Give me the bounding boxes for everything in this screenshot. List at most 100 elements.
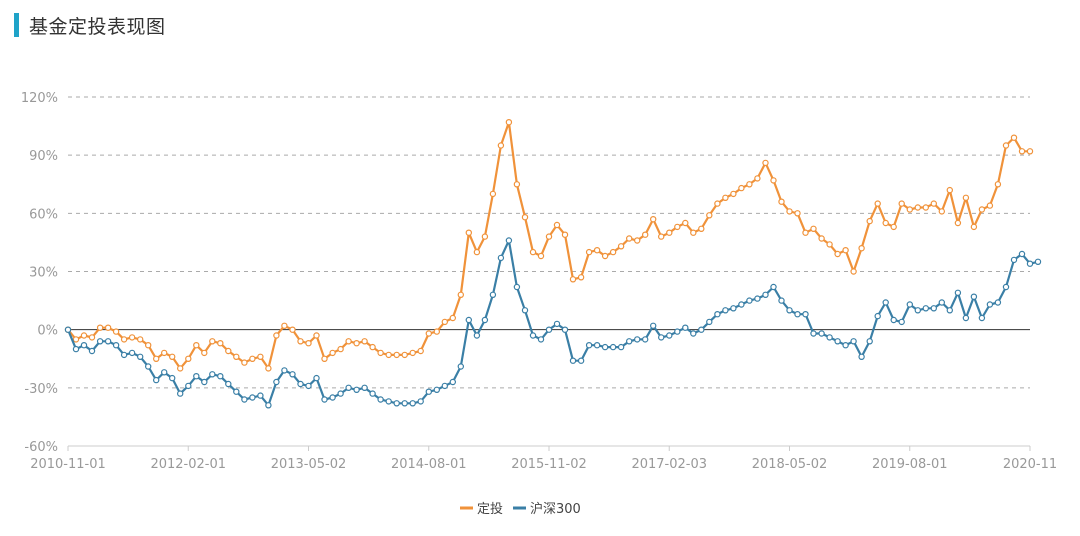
data-point [489,291,497,298]
data-point [120,351,128,359]
data-point [986,202,994,209]
y-tick-label: 90% [29,149,58,164]
data-point [537,336,545,343]
data-point [1034,258,1042,265]
data-point [457,363,464,370]
data-point [64,326,72,333]
series-layer [64,118,1042,409]
data-point [682,324,689,331]
data-point [457,291,464,298]
data-point [609,248,617,256]
data-point [842,246,849,254]
data-point [217,373,224,380]
y-tick-label: -60% [24,440,58,455]
data-point [698,326,705,333]
data-point [401,400,408,407]
data-point [329,394,336,401]
data-point [425,330,432,337]
data-point [770,177,777,184]
data-point [746,181,753,188]
data-point [112,342,120,349]
data-point [650,215,657,223]
data-point [273,332,280,339]
data-point [497,142,505,149]
data-point [441,382,448,390]
data-point [273,378,280,386]
data-point [930,200,938,207]
data-point [345,384,352,391]
data-point [882,299,889,306]
data-point [505,237,513,244]
data-point [826,334,833,341]
data-point [128,349,136,357]
data-point [970,293,978,300]
data-point [658,233,665,240]
data-point [96,338,104,345]
data-point [209,371,216,378]
data-point [682,219,689,227]
data-point [465,316,472,324]
data-point [954,289,962,296]
data-point [970,223,978,231]
data-point [209,338,216,345]
data-point [577,357,585,364]
data-point [249,394,256,401]
data-point [650,322,657,329]
data-point [890,316,897,324]
data-point [481,233,489,240]
data-point [834,250,841,258]
data-point [754,175,761,182]
data-point [690,229,697,236]
data-point [329,349,336,357]
data-point [666,332,673,339]
data-point [217,340,224,347]
data-point [297,338,304,345]
data-point [80,342,88,349]
legend-item-1[interactable]: 定投 [460,501,503,517]
data-point [425,388,432,395]
data-point [313,374,320,382]
data-point [898,200,905,207]
data-point [80,332,88,339]
x-tick-label: 2020-11 [1003,457,1057,472]
data-point [577,274,585,281]
data-point [417,347,424,355]
data-point [722,194,729,201]
x-tick-label: 2013-05-02 [271,457,347,472]
data-point [160,349,168,357]
data-point [401,351,408,359]
data-point [529,248,537,256]
x-tick-label: 2014-08-01 [391,457,467,472]
data-point [385,351,392,359]
data-point [978,206,986,213]
data-point [353,386,360,393]
data-point [321,355,328,362]
data-point [601,252,609,260]
data-point [505,118,513,126]
data-point [642,231,649,238]
data-point [730,190,737,198]
data-point [561,231,569,238]
legend-item-2[interactable]: 沪深300 [513,501,581,517]
data-point [906,206,914,213]
data-point [521,213,529,221]
data-point [938,208,946,215]
data-point [481,316,489,324]
data-point [289,326,296,333]
data-point [369,390,376,397]
data-point [104,324,112,331]
data-point [233,388,240,395]
data-point [545,326,553,333]
data-point [946,307,954,314]
data-point [185,382,192,390]
data-point [120,336,128,343]
data-point [626,235,633,242]
data-point [353,340,360,347]
data-point [842,342,849,349]
data-point [265,402,272,409]
data-point [377,349,384,357]
data-point [922,305,930,312]
data-point [529,332,537,339]
data-point [930,305,938,312]
